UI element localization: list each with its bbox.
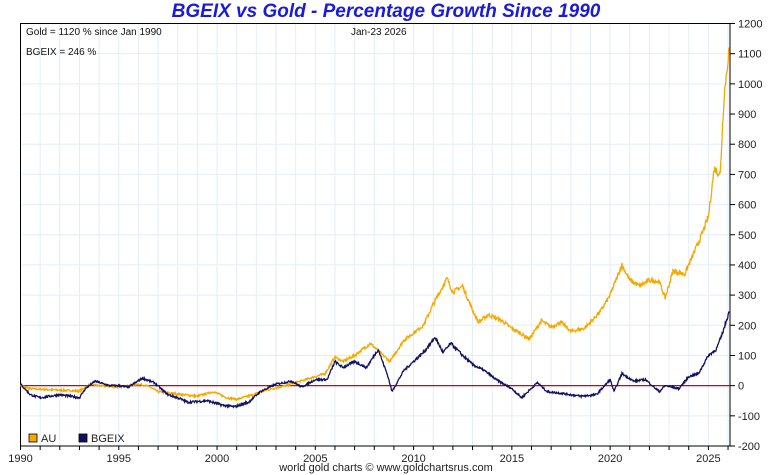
y-tick-label: 400 — [738, 260, 756, 272]
gold-note: Gold = 1120 % since Jan 1990 — [26, 27, 162, 38]
x-tick-label: 2020 — [598, 453, 622, 465]
legend-swatch-au — [28, 433, 38, 443]
legend-label-bgeix: BGEIX — [91, 433, 125, 445]
chart-title: BGEIX vs Gold - Percentage Growth Since … — [171, 1, 601, 22]
legend: AU BGEIX — [28, 433, 125, 445]
series-line-au — [19, 47, 730, 402]
y-tick-label: 200 — [738, 320, 756, 332]
y-tick-label: 100 — [738, 350, 756, 362]
y-tick-label: 700 — [738, 169, 756, 181]
y-tick-label: -200 — [738, 441, 760, 453]
y-tick-label: 1000 — [738, 79, 762, 91]
footer-credit: world gold charts © www.goldchartsrus.co… — [279, 462, 493, 474]
date-note: Jan-23 2026 — [351, 27, 407, 38]
y-tick-label: 1200 — [738, 19, 762, 31]
x-tick-label: 2015 — [500, 453, 524, 465]
series-line-bgeix — [20, 311, 730, 409]
y-tick-label: 900 — [738, 109, 756, 121]
y-tick-label: 300 — [738, 290, 756, 302]
x-axis: 1990 1995 2000 2005 2010 2015 2020 2025 — [8, 446, 729, 465]
x-tick-label: 2025 — [696, 453, 720, 465]
y-tick-label: 1100 — [738, 49, 762, 61]
y-axis: 1200110010009008007006005004003002001000… — [730, 19, 762, 453]
y-tick-label: 600 — [738, 200, 756, 212]
y-tick-label: 500 — [738, 230, 756, 242]
grid — [20, 23, 730, 446]
y-tick-label: 0 — [738, 381, 744, 393]
legend-label-au: AU — [41, 433, 56, 445]
legend-swatch-bgeix — [78, 433, 88, 443]
series-group — [19, 47, 730, 409]
x-tick-label: 2010 — [401, 453, 425, 465]
x-tick-label: 1990 — [8, 453, 32, 465]
bgeix-note: BGEIX = 246 % — [26, 47, 96, 58]
y-tick-label: -100 — [738, 411, 760, 423]
x-tick-label: 2005 — [303, 453, 327, 465]
x-tick-label: 2000 — [205, 453, 229, 465]
y-tick-label: 800 — [738, 139, 756, 151]
x-tick-label: 1995 — [107, 453, 131, 465]
